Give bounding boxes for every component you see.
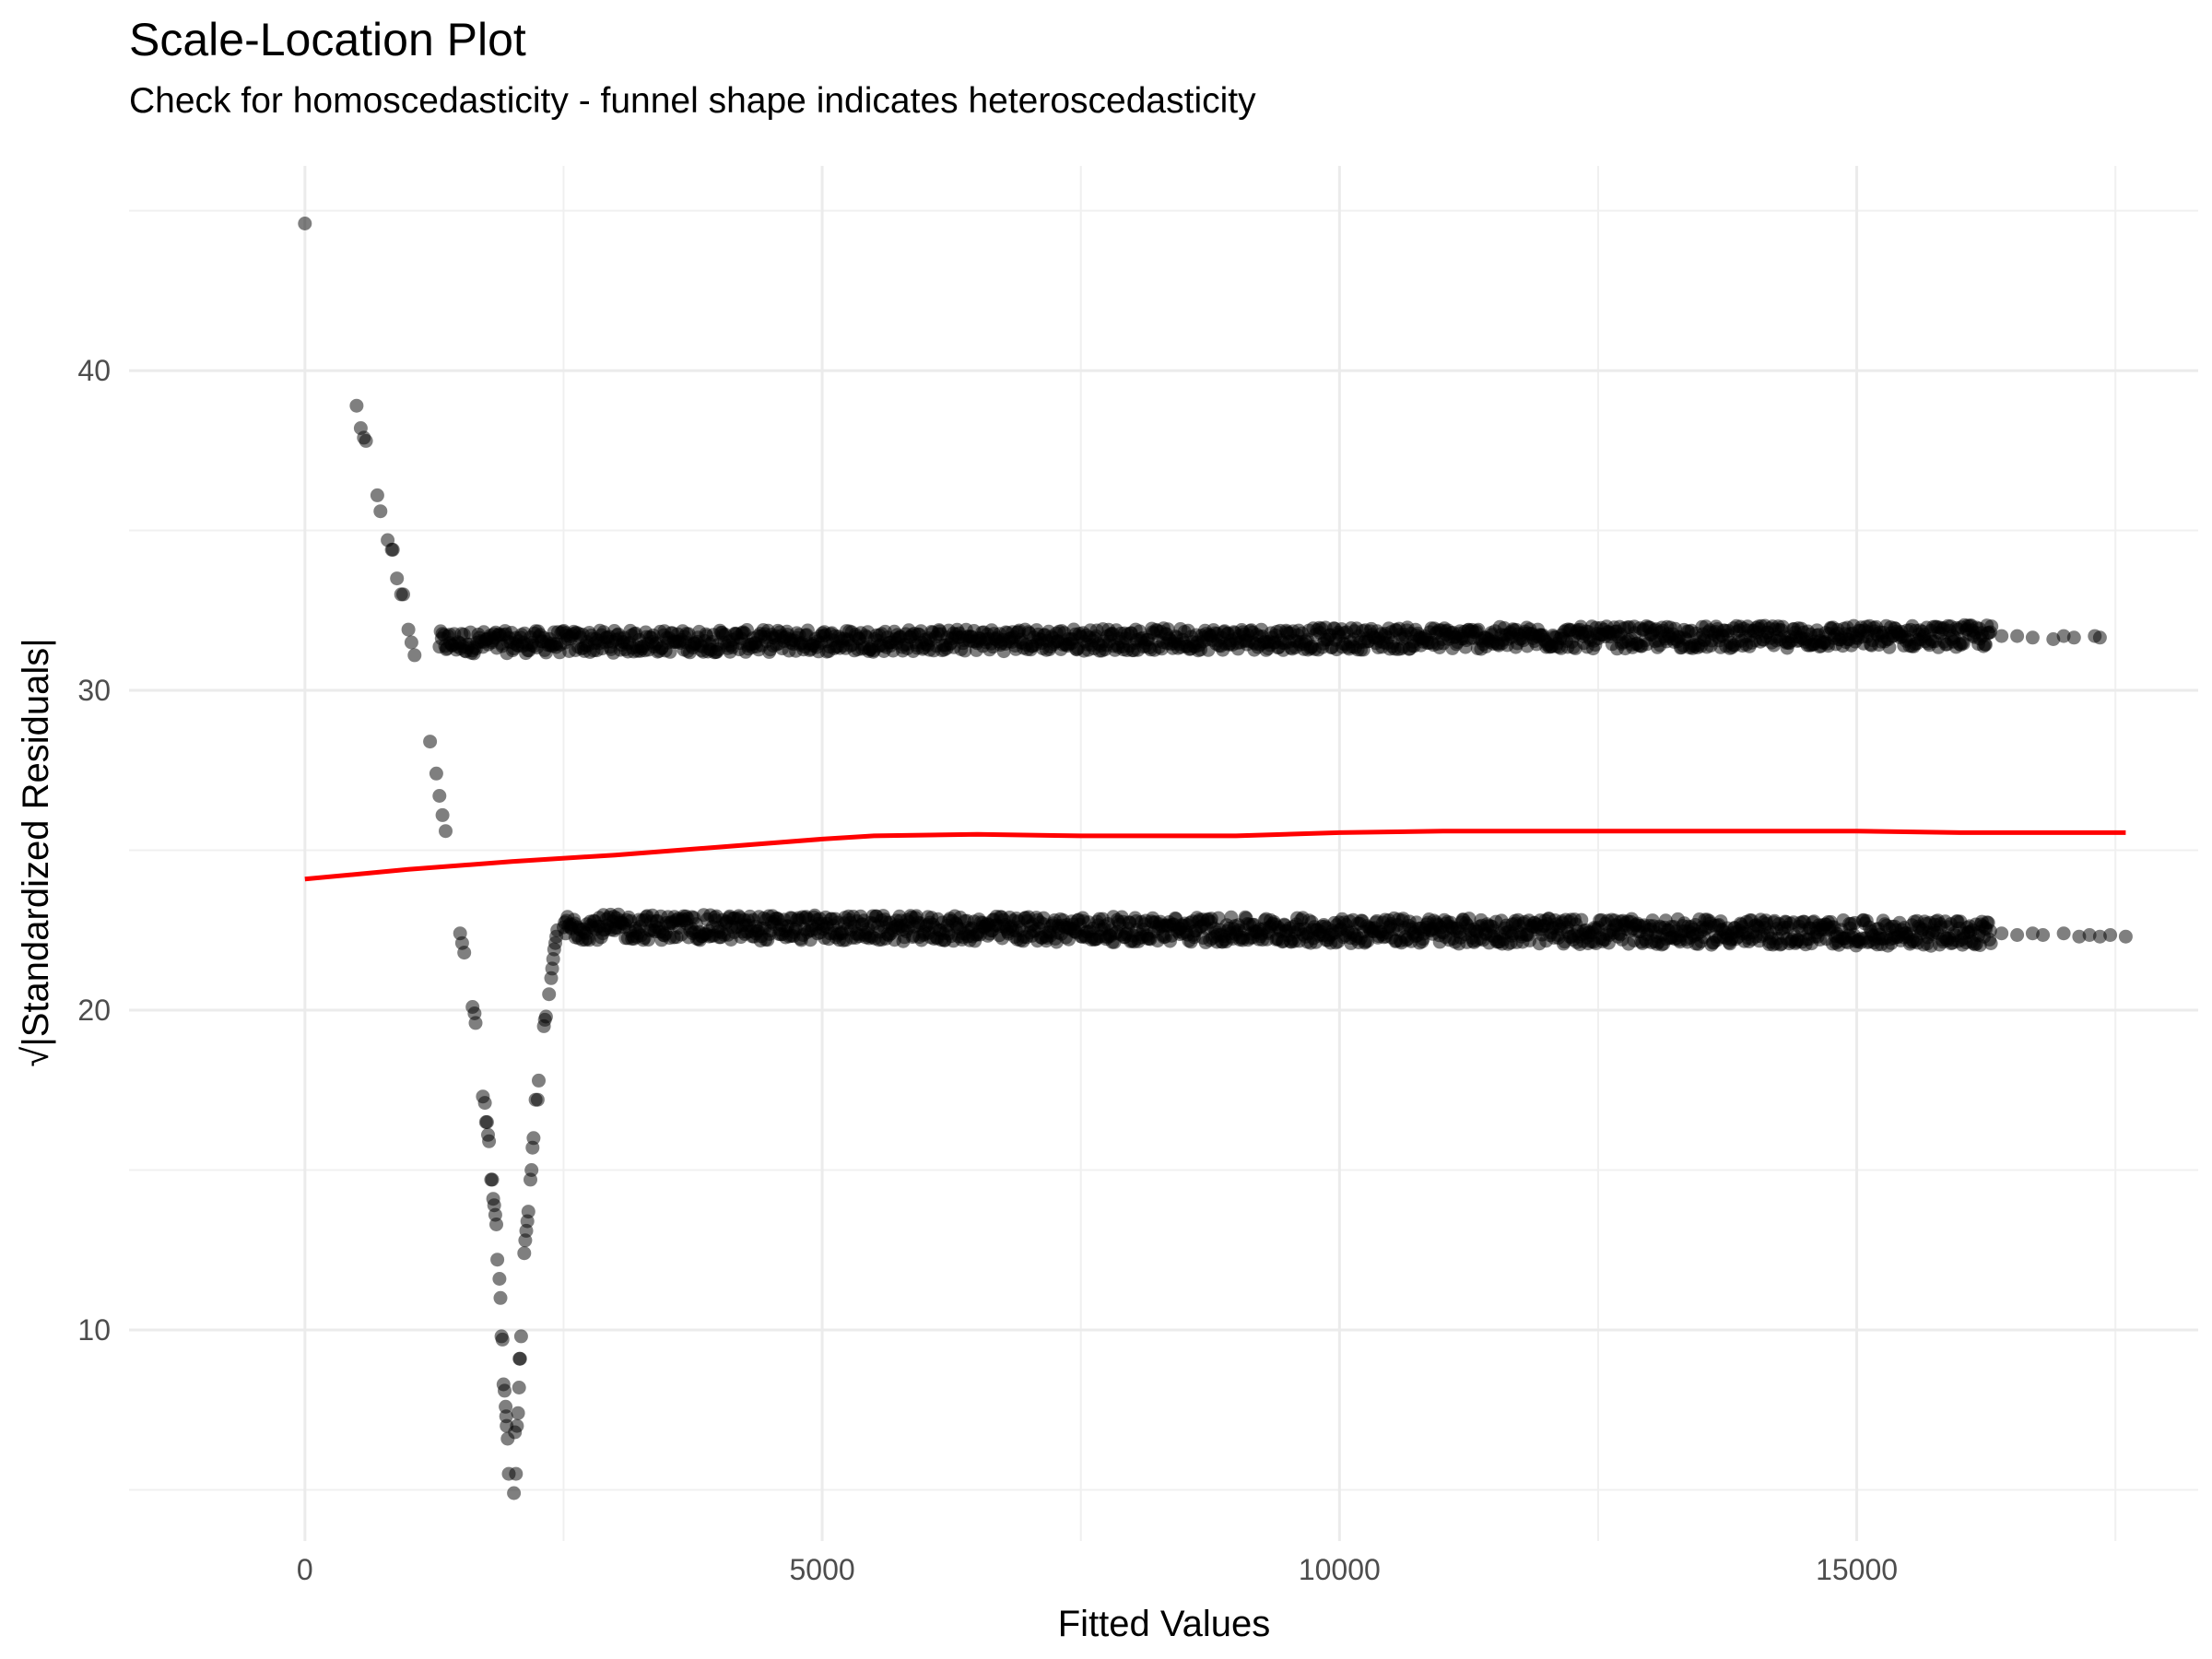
data-point xyxy=(1882,640,1897,654)
data-point xyxy=(404,635,418,650)
y-tick-label: 20 xyxy=(77,994,111,1027)
data-point xyxy=(1574,912,1589,927)
data-point xyxy=(373,504,388,519)
x-tick-label: 10000 xyxy=(1299,1553,1381,1586)
data-point xyxy=(498,1383,512,1398)
chart-subtitle: Check for homoscedasticity - funnel shap… xyxy=(129,81,1256,121)
y-axis-title: √|Standardized Residuals| xyxy=(16,638,56,1066)
trend-line-group xyxy=(304,829,2126,882)
data-point xyxy=(526,1131,541,1146)
data-point xyxy=(493,1290,508,1305)
data-point xyxy=(477,1096,492,1111)
data-point xyxy=(2092,630,2107,645)
data-point xyxy=(2010,629,2025,643)
x-tick-label: 5000 xyxy=(789,1553,854,1586)
data-point xyxy=(521,1205,535,1219)
x-axis-ticks: 0 5000 10000 15000 xyxy=(297,1553,1898,1586)
x-axis-title: Fitted Values xyxy=(1058,1604,1271,1644)
data-point xyxy=(2025,630,2040,645)
data-point xyxy=(2082,928,2097,942)
data-point xyxy=(370,488,384,502)
data-point xyxy=(512,1381,526,1394)
data-point xyxy=(517,1246,532,1261)
data-point xyxy=(435,807,450,822)
data-point xyxy=(510,1418,524,1433)
data-point xyxy=(2072,929,2087,944)
data-point xyxy=(457,946,472,960)
data-point xyxy=(495,1332,510,1347)
data-point xyxy=(468,1016,483,1030)
data-point xyxy=(2092,929,2107,944)
data-point xyxy=(432,789,447,803)
data-point xyxy=(359,433,373,448)
data-point xyxy=(2056,629,2071,643)
data-point xyxy=(2066,630,2081,645)
data-point xyxy=(429,766,443,781)
data-point xyxy=(298,217,312,230)
data-point xyxy=(390,571,405,586)
data-point xyxy=(1983,924,1997,938)
data-point xyxy=(1978,637,1993,652)
y-axis-ticks: 10 20 30 40 xyxy=(77,354,111,1347)
data-point xyxy=(1984,619,1999,634)
data-point xyxy=(385,542,400,557)
data-point xyxy=(1983,936,1998,950)
data-point xyxy=(1462,912,1477,926)
data-point xyxy=(396,587,410,602)
data-point xyxy=(512,1351,527,1366)
data-point xyxy=(349,398,364,413)
data-point xyxy=(479,1115,494,1129)
data-point xyxy=(1994,926,2009,941)
y-tick-label: 30 xyxy=(77,674,111,707)
data-point xyxy=(2025,926,2040,941)
data-point xyxy=(513,1329,528,1344)
x-tick-label: 0 xyxy=(297,1553,313,1586)
data-point xyxy=(2046,632,2061,646)
data-point xyxy=(509,1466,524,1481)
data-point xyxy=(490,1253,505,1267)
data-point xyxy=(530,1092,545,1107)
data-point xyxy=(532,1073,546,1088)
trend-line xyxy=(304,829,2126,882)
data-point xyxy=(1994,629,2009,643)
data-point xyxy=(2010,928,2025,942)
data-point xyxy=(538,1009,553,1024)
y-tick-label: 40 xyxy=(77,354,111,387)
data-point xyxy=(507,1486,522,1500)
data-point xyxy=(485,1172,500,1187)
data-point xyxy=(482,1134,497,1148)
data-point xyxy=(511,1406,525,1420)
data-point xyxy=(542,987,557,1002)
data-point xyxy=(492,1272,507,1286)
data-point xyxy=(439,824,453,839)
y-tick-label: 10 xyxy=(77,1313,111,1347)
grid-major xyxy=(129,166,2198,1541)
data-point xyxy=(2056,926,2071,941)
data-point xyxy=(489,1218,503,1231)
data-point xyxy=(407,648,422,663)
data-point xyxy=(401,622,416,637)
data-point xyxy=(524,1163,539,1177)
data-points xyxy=(298,217,2133,1500)
data-point xyxy=(2103,928,2118,942)
data-point xyxy=(2118,929,2133,944)
data-point xyxy=(423,735,438,749)
x-tick-label: 15000 xyxy=(1816,1553,1898,1586)
chart-title: Scale-Location Plot xyxy=(129,14,526,65)
grid-minor xyxy=(129,166,2198,1541)
data-point xyxy=(2036,928,2051,942)
